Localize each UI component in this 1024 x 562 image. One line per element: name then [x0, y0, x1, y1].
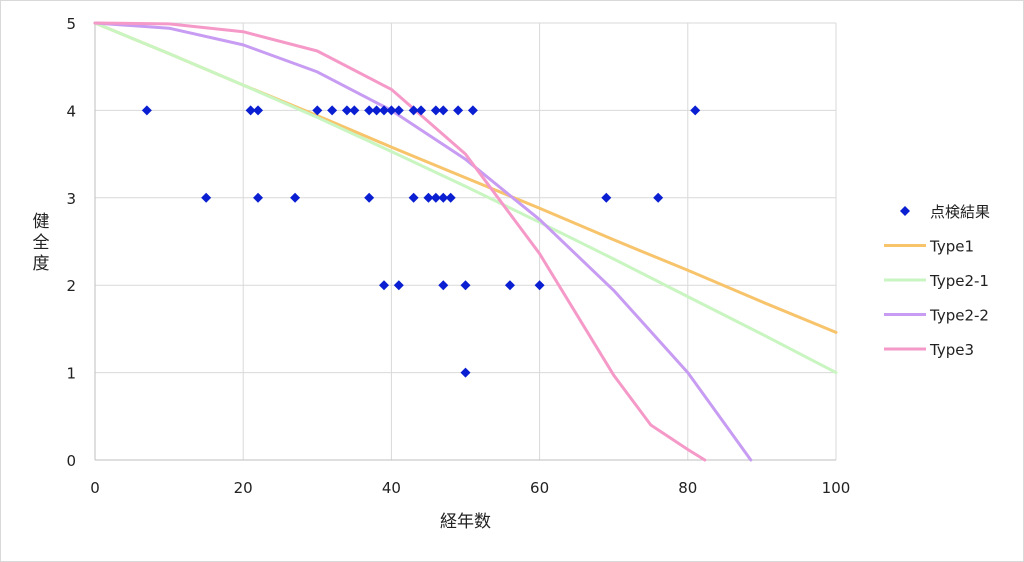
series-line-type3: [93, 21, 707, 462]
data-point: [312, 105, 323, 116]
y-tick-label: 2: [66, 277, 76, 295]
data-point: [364, 192, 375, 203]
data-point: [445, 192, 456, 203]
data-point: [201, 192, 212, 203]
x-tick-label: 40: [382, 479, 401, 497]
data-point: [453, 105, 464, 116]
data-point: [141, 105, 152, 116]
data-point: [601, 192, 612, 203]
y-tick-label: 0: [66, 452, 76, 470]
data-point: [423, 192, 434, 203]
legend-label: Type1: [929, 238, 974, 256]
legend: 点検結果 Type1 Type2-1 Type2-2 Type3: [884, 203, 990, 359]
data-point: [460, 280, 471, 291]
x-tick-label: 20: [234, 479, 253, 497]
data-point: [460, 367, 471, 378]
data-point: [408, 105, 419, 116]
series-line-type2-2: [93, 21, 753, 462]
data-point: [438, 280, 449, 291]
data-point: [371, 105, 382, 116]
data-point: [416, 105, 427, 116]
x-tick-label: 0: [90, 479, 100, 497]
y-tick-label: 4: [66, 102, 76, 120]
tick-labels: 0 20 40 60 80 100 0 1 2 3 4 5: [66, 15, 850, 497]
data-point: [653, 192, 664, 203]
data-point: [253, 105, 264, 116]
data-point: [393, 280, 404, 291]
legend-marker: [900, 206, 910, 216]
y-tick-label: 5: [66, 15, 76, 33]
scatter-points: [141, 105, 701, 378]
data-point: [408, 192, 419, 203]
y-axis-label: 健全度: [33, 212, 50, 274]
data-point: [349, 105, 360, 116]
y-tick-label: 1: [66, 365, 76, 383]
data-point: [438, 105, 449, 116]
data-point: [253, 192, 264, 203]
data-point: [430, 105, 441, 116]
data-point: [378, 105, 389, 116]
legend-label: Type3: [929, 341, 974, 359]
data-point: [438, 192, 449, 203]
x-axis-label: 経年数: [440, 512, 491, 532]
legend-label: Type2-2: [929, 307, 989, 325]
data-point: [504, 280, 515, 291]
series-line-type2-1: [93, 21, 838, 375]
data-point: [430, 192, 441, 203]
data-point: [690, 105, 701, 116]
series-lines: [93, 21, 838, 462]
x-tick-label: 60: [530, 479, 549, 497]
data-point: [378, 280, 389, 291]
data-point: [393, 105, 404, 116]
data-point: [245, 105, 256, 116]
grid: [95, 22, 837, 460]
data-point: [534, 280, 545, 291]
axes: [94, 23, 836, 461]
x-tick-label: 100: [822, 479, 851, 497]
data-point: [467, 105, 478, 116]
data-point: [327, 105, 338, 116]
legend-label: 点検結果: [930, 203, 990, 221]
data-point: [364, 105, 375, 116]
data-point: [341, 105, 352, 116]
data-point: [290, 192, 301, 203]
legend-label: Type2-1: [929, 272, 989, 290]
y-tick-label: 3: [66, 190, 76, 208]
data-point: [386, 105, 397, 116]
x-tick-label: 80: [678, 479, 697, 497]
